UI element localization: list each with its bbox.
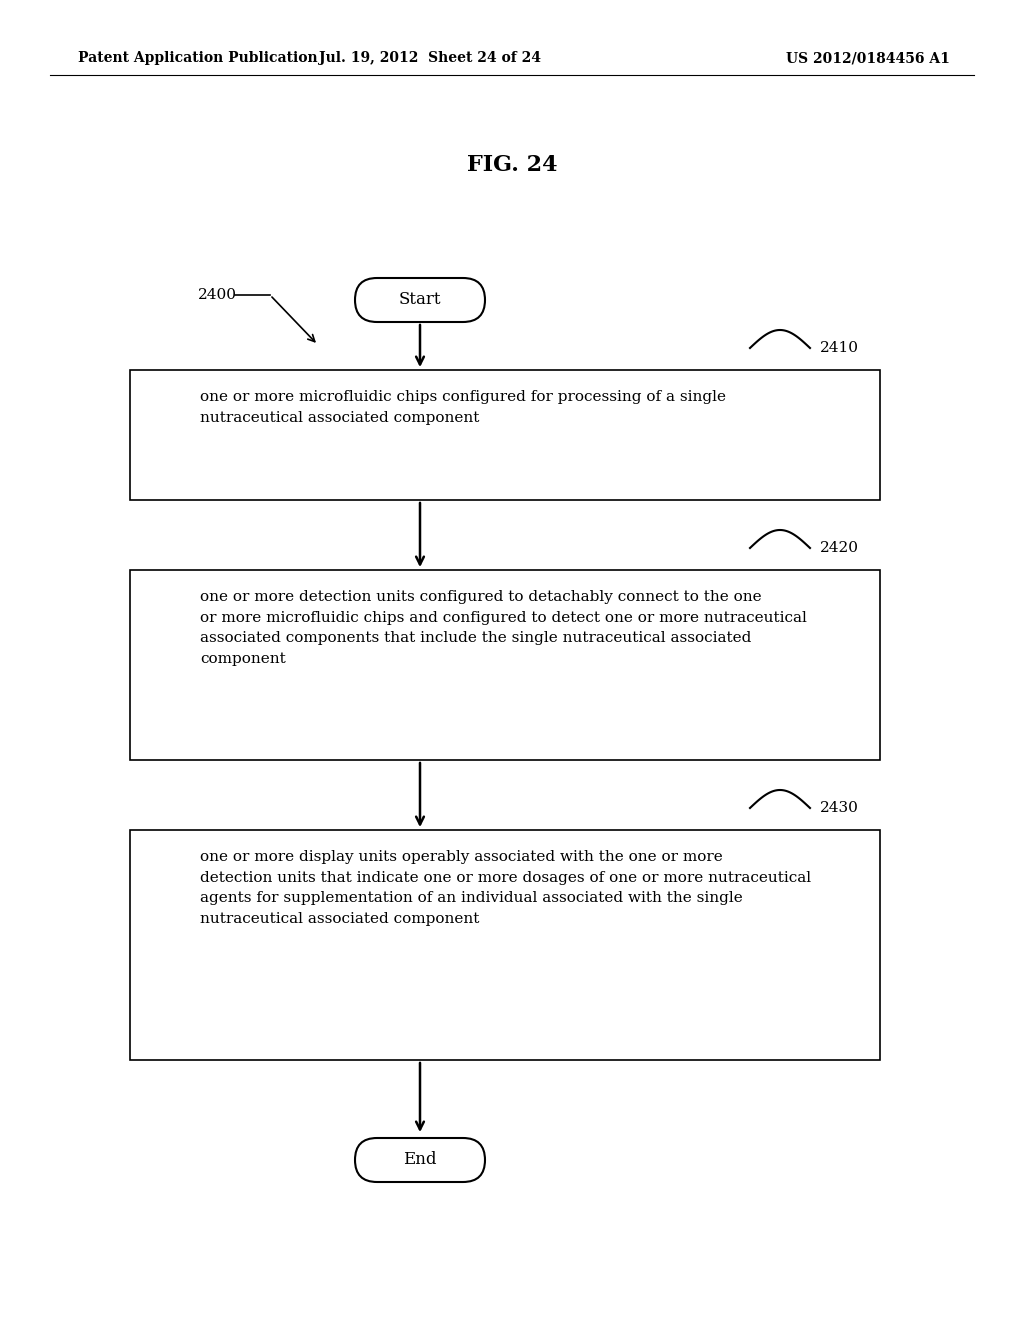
Bar xyxy=(130,570,880,760)
Text: Start: Start xyxy=(398,292,441,309)
Text: FIG. 24: FIG. 24 xyxy=(467,154,557,176)
Text: 2430: 2430 xyxy=(820,801,859,814)
Text: 2400: 2400 xyxy=(198,288,237,302)
Text: US 2012/0184456 A1: US 2012/0184456 A1 xyxy=(786,51,950,65)
FancyBboxPatch shape xyxy=(355,279,485,322)
Text: 2410: 2410 xyxy=(820,341,859,355)
Text: Jul. 19, 2012  Sheet 24 of 24: Jul. 19, 2012 Sheet 24 of 24 xyxy=(319,51,541,65)
Bar xyxy=(130,370,880,500)
Text: Patent Application Publication: Patent Application Publication xyxy=(78,51,317,65)
Text: End: End xyxy=(403,1151,437,1168)
Bar xyxy=(130,830,880,1060)
Text: 2420: 2420 xyxy=(820,541,859,554)
Text: one or more microfluidic chips configured for processing of a single
nutraceutic: one or more microfluidic chips configure… xyxy=(200,389,726,425)
Text: one or more display units operably associated with the one or more
detection uni: one or more display units operably assoc… xyxy=(200,850,811,925)
FancyBboxPatch shape xyxy=(355,1138,485,1181)
Text: one or more detection units configured to detachably connect to the one
or more : one or more detection units configured t… xyxy=(200,590,807,665)
